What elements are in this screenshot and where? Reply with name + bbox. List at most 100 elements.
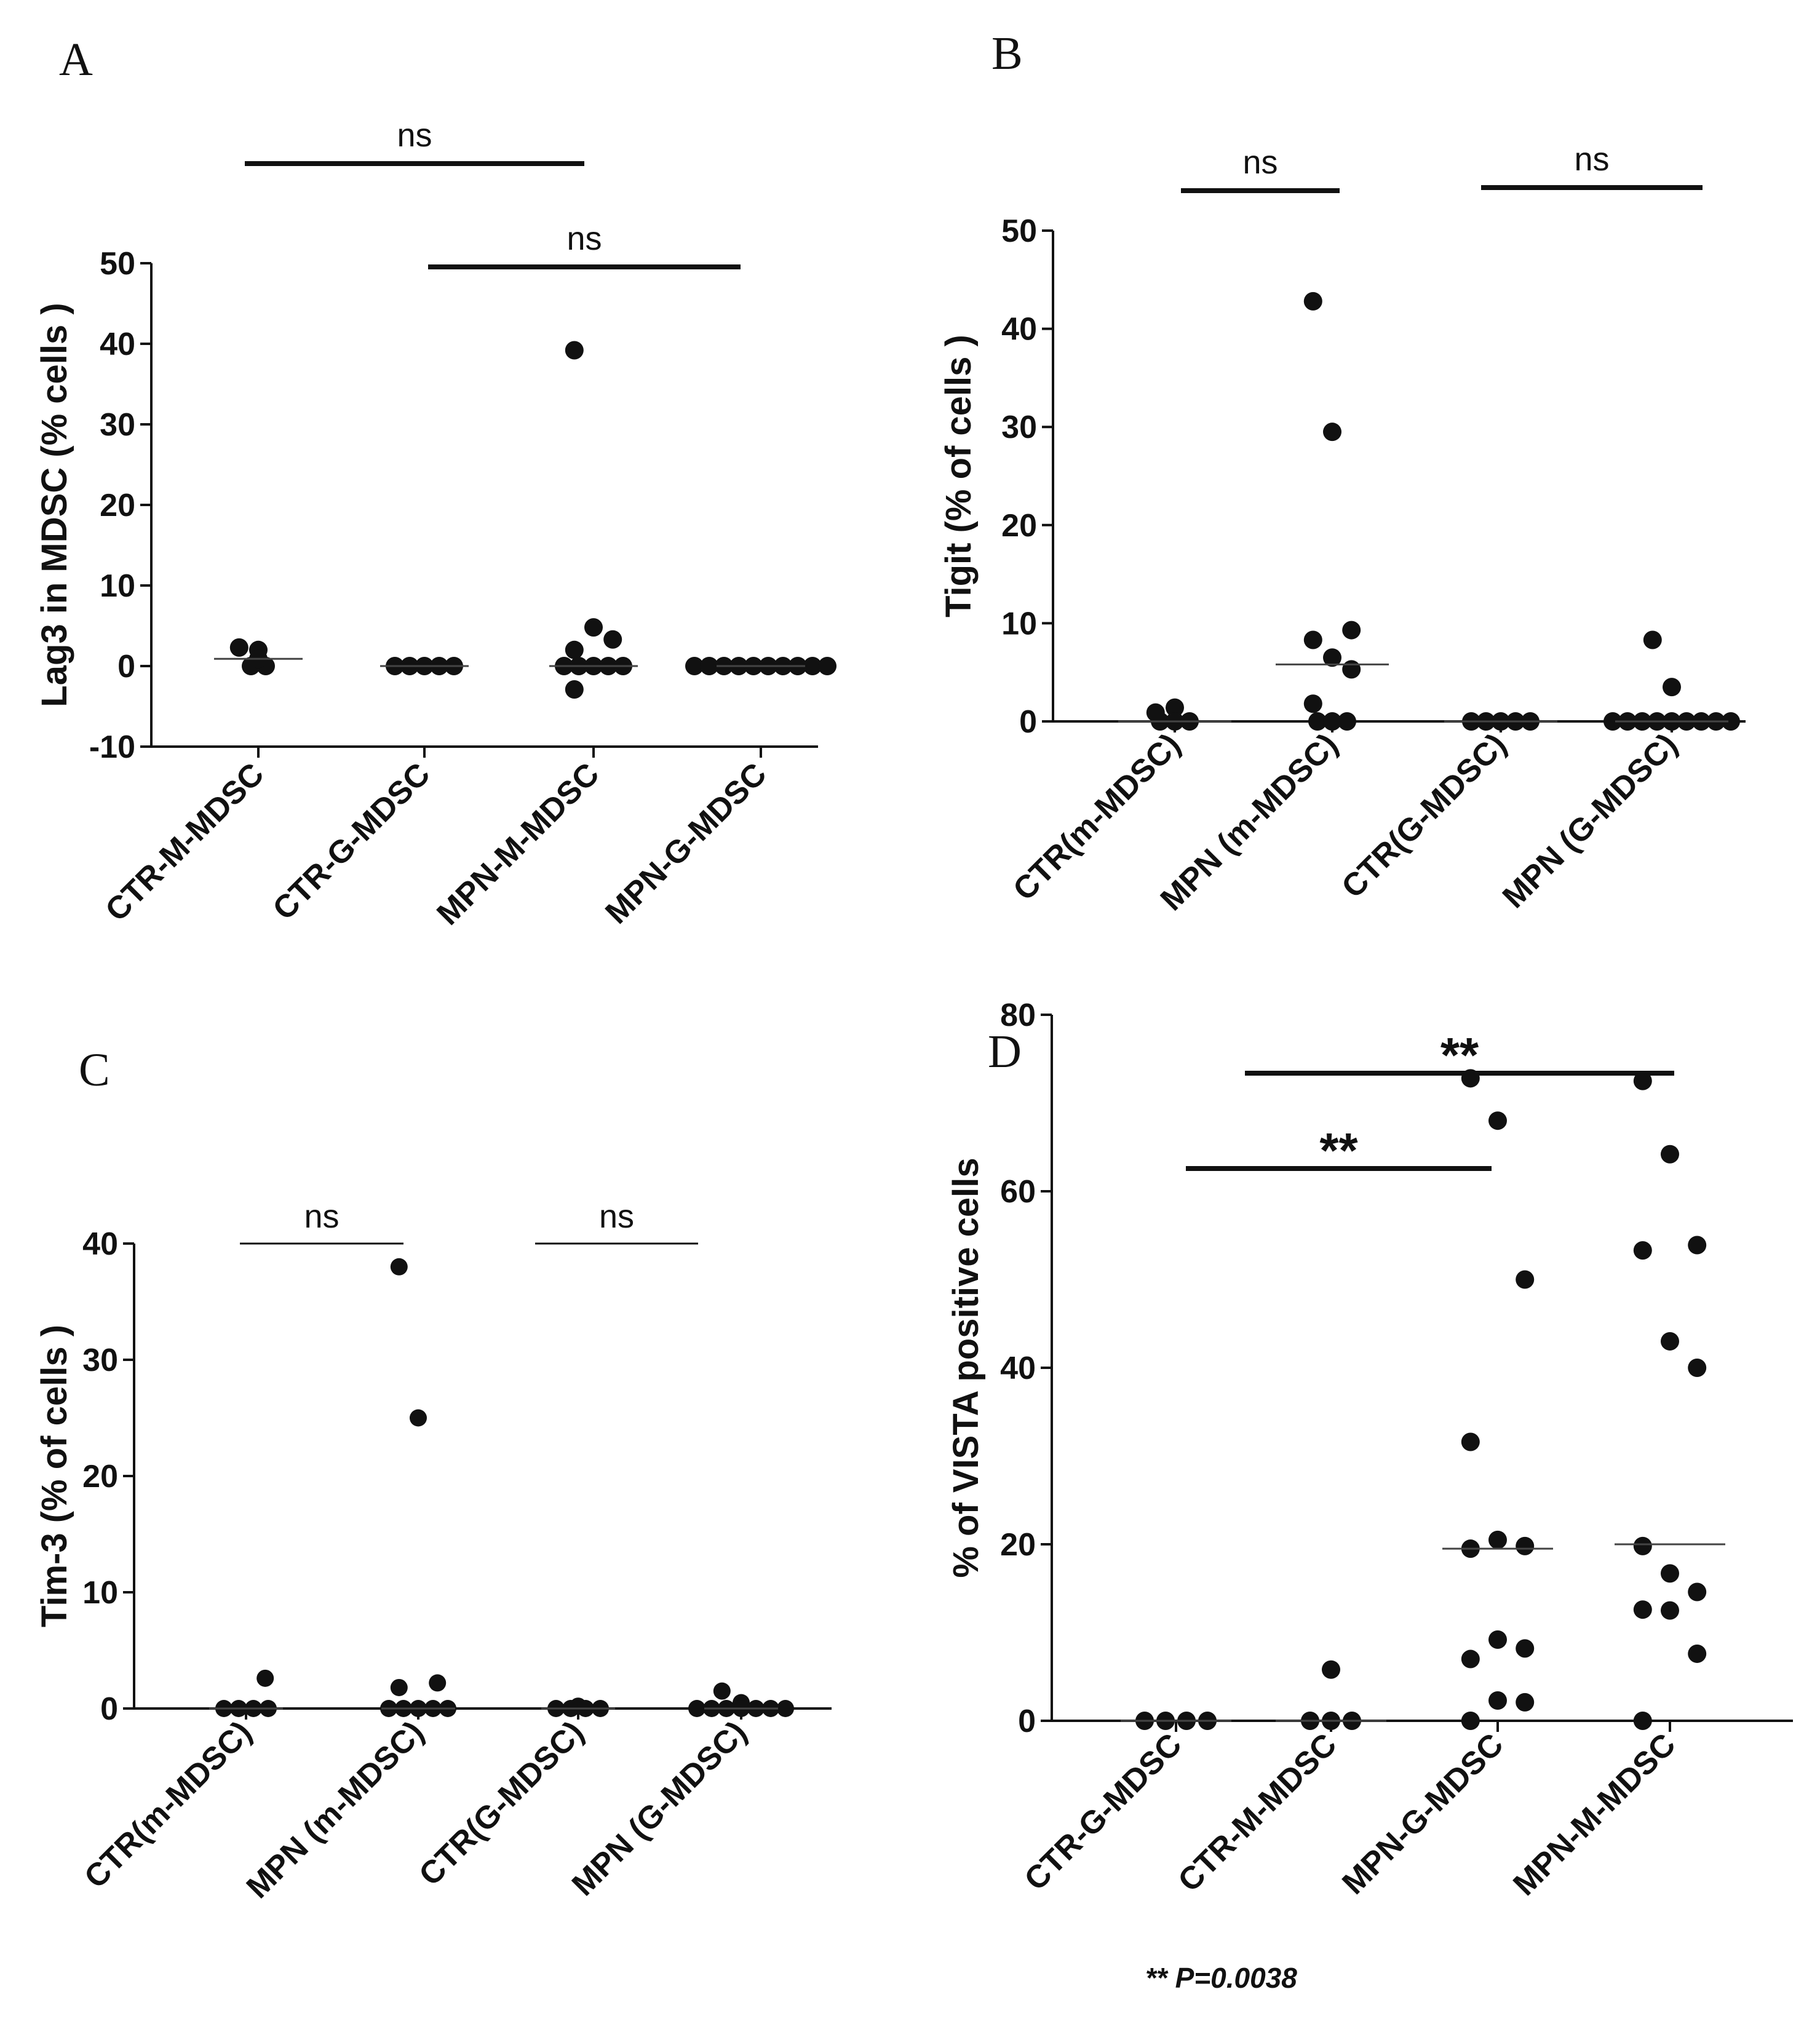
x-category-label: MPN-G-MDSC (1335, 1726, 1510, 1901)
significance-label: ** (1319, 1123, 1358, 1178)
x-category-label: MPN (G-MDSC) (565, 1714, 754, 1903)
significance-label: ** (1441, 1028, 1479, 1082)
data-point (1146, 703, 1165, 722)
data-point (410, 1409, 427, 1427)
data-point (713, 1682, 731, 1700)
data-point (565, 640, 584, 659)
data-point (1688, 1359, 1707, 1377)
data-point (803, 657, 822, 675)
data-point (1633, 1600, 1652, 1619)
data-point (429, 1674, 447, 1692)
y-tick-label: 20 (100, 488, 135, 523)
x-category-label: MPN (G-MDSC) (1496, 726, 1685, 915)
data-point (1166, 698, 1184, 717)
y-tick-label: 0 (1019, 704, 1037, 740)
data-point (565, 341, 584, 360)
data-point (1461, 1649, 1480, 1669)
x-category-label: CTR(m-MDSC) (77, 1714, 258, 1895)
data-point (1303, 630, 1322, 649)
data-point (1722, 712, 1740, 731)
significance-label: ns (1242, 144, 1278, 181)
panel-c-chart: 0 10 20 30 40 CTR(m-MDSC)MPN (m-MDSC)CTR(G-MD… (34, 1198, 832, 1905)
y-tick-label: 40 (100, 327, 135, 362)
data-point (1488, 1630, 1507, 1649)
data-point (1303, 292, 1322, 311)
y-tick-label: 20 (1001, 508, 1037, 544)
y-tick-label: 0 (100, 1691, 118, 1727)
data-point (584, 618, 603, 637)
data-point (1633, 1712, 1652, 1730)
data-point (390, 1678, 408, 1696)
data-point (1688, 1582, 1707, 1601)
data-point (1633, 1071, 1652, 1090)
data-point (1488, 1111, 1507, 1130)
data-point (1303, 694, 1322, 713)
data-point (1338, 712, 1356, 731)
significance-label: ns (599, 1198, 634, 1235)
data-point (1342, 621, 1361, 640)
data-point (1661, 1601, 1679, 1620)
data-point (1323, 648, 1341, 667)
data-point (1308, 712, 1327, 731)
significance-label: ns (397, 117, 432, 154)
data-point (1323, 712, 1341, 731)
y-axis-label: Tigit (% of cells ) (939, 335, 979, 617)
data-point (229, 638, 248, 657)
y-axis-label: % of VISTA positive cells (946, 1157, 986, 1578)
significance-label: ns (566, 220, 602, 257)
x-category-label: MPN-G-MDSC (598, 756, 773, 931)
data-point (1516, 1639, 1535, 1658)
p-value-footnote: ** P=0.0038 (1145, 1962, 1297, 1994)
data-point (688, 1700, 705, 1717)
x-category-label: MPN (m-MDSC) (240, 1714, 431, 1905)
data-point (1633, 1241, 1652, 1260)
y-tick-label: 50 (100, 246, 135, 282)
y-tick-label: 40 (1001, 312, 1037, 347)
data-point (565, 680, 584, 699)
panel-letter-d: D (988, 1026, 1022, 1077)
data-point (390, 1258, 408, 1276)
significance-label: ns (1574, 141, 1609, 178)
panel-letter-b: B (991, 28, 1023, 79)
data-point (1688, 1644, 1707, 1663)
x-category-label: CTR-M-MDSC (1172, 1726, 1344, 1899)
data-point (1633, 1536, 1652, 1555)
x-category-label: CTR-M-MDSC (99, 756, 271, 928)
data-point (777, 1700, 794, 1717)
data-point (685, 657, 704, 675)
data-point (1516, 1536, 1535, 1555)
x-category-label: CTR(G-MDSC) (412, 1714, 590, 1892)
data-point (1661, 1145, 1679, 1164)
y-tick-label: 0 (117, 649, 135, 685)
data-point (1603, 712, 1622, 731)
y-tick-label: 30 (100, 407, 135, 443)
y-tick-label: 50 (1001, 213, 1037, 249)
significance-label: ns (304, 1198, 339, 1235)
data-point (1688, 1236, 1707, 1255)
y-tick-label: 40 (1000, 1351, 1036, 1386)
y-tick-label: 30 (1001, 410, 1037, 445)
y-tick-label: 60 (1000, 1174, 1036, 1210)
y-tick-label: -10 (89, 729, 135, 765)
data-point (1488, 1530, 1507, 1549)
data-point (818, 657, 836, 675)
data-point (1663, 678, 1681, 697)
data-point (256, 1669, 274, 1687)
panel-a-chart: -10 0 10 20 30 40 50 CTR-M-MDSCCTR-G-MDSCMPN-M-… (34, 117, 836, 932)
x-category-label: CTR-G-MDSC (266, 756, 437, 927)
data-point (1461, 1432, 1480, 1451)
y-tick-label: 40 (82, 1226, 118, 1262)
y-axis-label: Lag3 in MDSC (% cells ) (34, 303, 74, 707)
data-point (1643, 630, 1662, 649)
data-point (1661, 1564, 1679, 1583)
panel-letter-a: A (59, 34, 93, 85)
y-tick-label: 30 (82, 1343, 118, 1378)
y-tick-label: 10 (1001, 606, 1037, 641)
data-point (1323, 423, 1341, 442)
x-category-label: MPN-M-MDSC (1506, 1726, 1682, 1902)
data-point (1516, 1270, 1535, 1289)
data-point (1322, 1660, 1340, 1679)
data-point (1342, 660, 1361, 679)
